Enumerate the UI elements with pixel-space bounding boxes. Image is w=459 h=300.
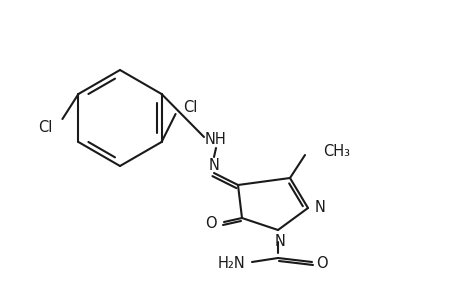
Text: Cl: Cl <box>38 119 52 134</box>
Text: CH₃: CH₃ <box>322 143 349 158</box>
Text: O: O <box>315 256 327 272</box>
Text: H₂N: H₂N <box>218 256 246 272</box>
Text: O: O <box>205 217 216 232</box>
Text: N: N <box>208 158 219 172</box>
Text: N: N <box>274 235 285 250</box>
Text: NH: NH <box>205 133 226 148</box>
Text: Cl: Cl <box>183 100 197 116</box>
Text: N: N <box>314 200 325 215</box>
